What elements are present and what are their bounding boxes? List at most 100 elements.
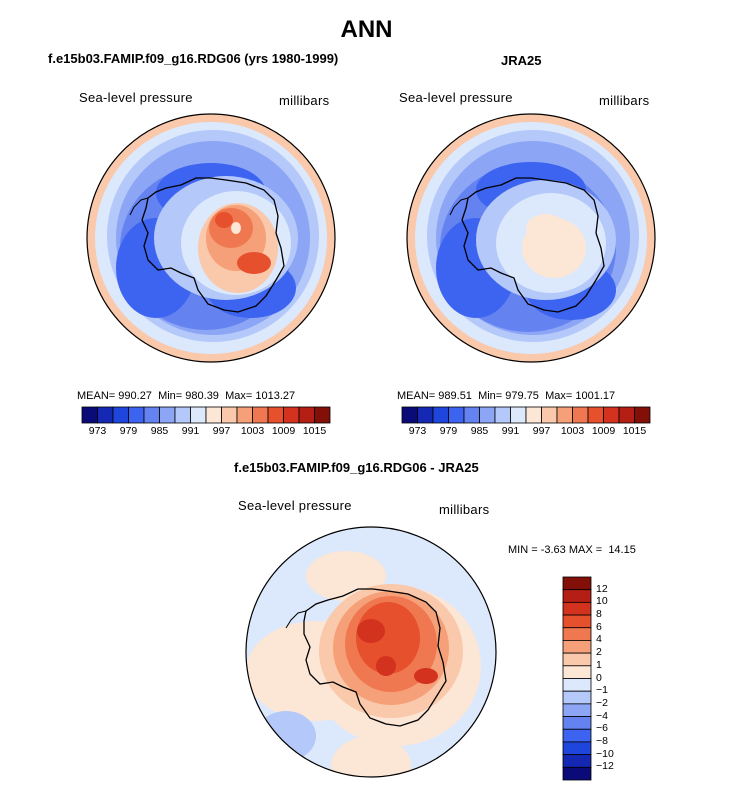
panel-2-colorbar-swatch [432,406,449,424]
panel-2-map [406,113,656,363]
panel-2-colorbar-tick-label: 991 [501,425,520,437]
panel-1-colorbar-swatch [112,406,129,424]
panel-1-map [86,113,336,363]
panel-2-colorbar-swatch [572,406,589,424]
panel-2-colorbar-tick-label: 997 [532,425,551,437]
panel-3-colorbar-swatch [562,716,592,730]
panel-2-colorbar-swatch [417,406,434,424]
panel-3-colorbar-swatch [562,703,592,717]
panel-3-colorbar-tick-label: 12 [596,582,608,595]
min-label: MIN = [508,544,538,556]
panel-1-colorbar-swatch [298,406,315,424]
panel-3-colorbar-swatch [562,652,592,667]
panel-3-colorbar-swatch [562,576,592,591]
panel-3-colorbar-swatch [562,741,592,756]
panel-2-colorbar [401,406,651,424]
panel-1-colorbar-tick-label: 1015 [302,425,327,437]
panel-1-colorbar-tick-label: 985 [150,425,169,437]
panel-1-colorbar-tick-label: 997 [212,425,231,437]
panel-3-colorbar-tick-label: 10 [596,595,608,608]
panel-3-colorbar-tick-label: −2 [596,696,608,709]
panel-3-stats: MIN = -3.63 MAX = 14.15 [508,544,636,556]
max-value: 14.15 [608,544,636,556]
max-label: MAX = [568,544,603,556]
panel-3-colorbar-swatch [562,614,592,629]
panel-2-colorbar-swatch [401,406,418,424]
panel-1-colorbar-tick-label: 1003 [240,425,265,437]
mean-label: MEAN= [77,390,116,402]
panel-1-units-label: millibars [279,93,330,108]
panel-2-stats: MEAN= 989.51 Min= 979.75 Max= 1001.17 [397,390,615,402]
panel-2-colorbar-tick-label: 985 [470,425,489,437]
min-value: -3.63 [540,544,566,556]
panel-2-colorbar-swatch [634,406,651,424]
panel-3-colorbar-swatch [562,589,592,603]
panel-1-colorbar-labels: 973 979 985 991 997 1003 1009 1015 [82,425,330,439]
panel-1-colorbar-swatch [236,406,253,424]
panel-2-colorbar-swatch [479,406,496,424]
panel-3-colorbar-tick-label: 4 [596,633,602,646]
panel-3-colorbar-tick-label: 0 [596,671,602,684]
panel-3-colorbar-tick-label: 1 [596,658,602,671]
panel-3-colorbar-swatch [562,601,592,616]
panel-3-colorbar-swatch [562,728,592,743]
panel-1-colorbar-swatch [174,406,191,424]
panel-2-colorbar-swatch [541,406,558,424]
panel-2-colorbar-swatch [525,406,542,424]
panel-2-colorbar-tick-label: 1009 [591,425,616,437]
panel-1-colorbar-swatch [190,406,207,424]
panel-2-colorbar-tick-label: 1003 [560,425,585,437]
max-label: Max= [225,390,253,402]
panel-3-map [245,526,497,778]
panel-1-colorbar-swatch [143,406,160,424]
panel-1-colorbar-tick-label: 979 [119,425,138,437]
panel-3-colorbar-swatch [562,678,592,692]
panel-2-colorbar-swatch [618,406,635,424]
panel-1-colorbar-tick-label: 1009 [271,425,296,437]
panel-1-colorbar-swatch [81,406,98,424]
panel-3-colorbar-swatch [562,766,592,781]
panel-2-variable-label: Sea-level pressure [399,90,513,105]
mean-value: 990.27 [118,390,152,402]
panel-1-colorbar-swatch [97,406,114,424]
panel-1-colorbar [81,406,331,424]
mean-label: MEAN= [397,390,436,402]
max-value: 1013.27 [255,390,296,402]
max-label: Max= [545,390,573,402]
panel-2-colorbar-tick-label: 1015 [622,425,647,437]
panel-3-colorbar-swatch [562,690,592,705]
panel-3-colorbar-swatch [562,754,592,768]
panel-2-colorbar-swatch [463,406,480,424]
panel-3-colorbar-tick-label: −8 [596,734,608,747]
panel-1-colorbar-swatch [221,406,238,424]
panel-1-colorbar-tick-label: 973 [88,425,107,437]
min-value: 979.75 [505,390,539,402]
panel-3-colorbar-tick-label: −6 [596,722,608,735]
panel-1-colorbar-swatch [314,406,331,424]
panel-3-colorbar-tick-label: −1 [596,684,608,697]
panel-3-colorbar-tick-label: 2 [596,646,602,659]
panel-3-variable-label: Sea-level pressure [238,498,352,513]
panel-3-colorbar-swatch [562,627,592,641]
min-value: 980.39 [185,390,219,402]
panel-2-title: JRA25 [501,53,542,68]
panel-2-colorbar-swatch [556,406,573,424]
panel-2-colorbar-swatch [587,406,604,424]
panel-1-stats: MEAN= 990.27 Min= 980.39 Max= 1013.27 [77,390,295,402]
panel-3-title: f.e15b03.FAMIP.f09_g16.RDG06 - JRA25 [234,460,479,475]
panel-1-colorbar-swatch [159,406,176,424]
panel-2-colorbar-tick-label: 979 [439,425,458,437]
panel-1-variable-label: Sea-level pressure [79,90,193,105]
panel-1-colorbar-swatch [267,406,284,424]
panel-3-colorbar-swatch [562,640,592,654]
panel-3-colorbar-tick-label: 6 [596,620,602,633]
min-label: Min= [478,390,503,402]
panel-2-colorbar-swatch [494,406,511,424]
panel-2-colorbar-tick-label: 973 [408,425,427,437]
figure-title: ANN [340,16,393,43]
panel-3-colorbar-tick-label: 8 [596,608,602,621]
panel-1-colorbar-swatch [205,406,222,424]
panel-3-colorbar-tick-label: −4 [596,709,608,722]
panel-2-colorbar-swatch [603,406,620,424]
mean-value: 989.51 [438,390,472,402]
